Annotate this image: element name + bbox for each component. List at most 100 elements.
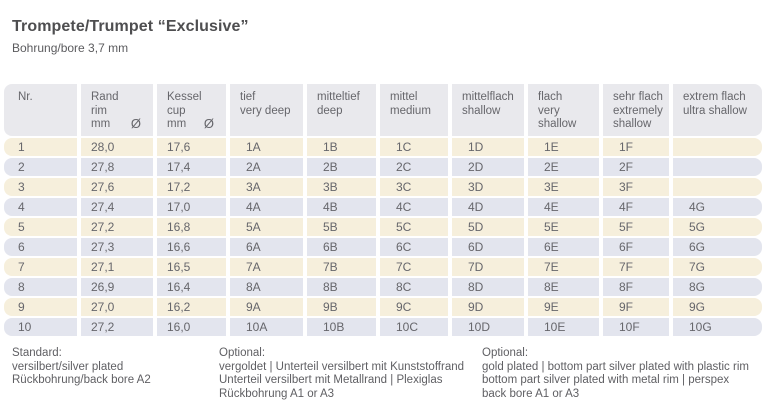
table-row: 3 27,6 17,2 3A 3B 3C 3D 3E 3F: [4, 177, 762, 196]
table-cell: 27,1: [81, 257, 153, 276]
table-cell: 7D: [452, 257, 524, 276]
col-header-mitteltief: mitteltief deep: [307, 84, 376, 136]
table-cell: 4F: [603, 197, 669, 216]
header-line: deep: [317, 104, 343, 117]
footnote-line: versilbert/silver plated: [12, 360, 124, 373]
header-line: shallow: [613, 118, 652, 130]
col-header-sehr-flach: sehr flach extremely shallow: [603, 84, 669, 136]
table-cell: 16,2: [157, 297, 226, 316]
diameter-icon: Ø: [203, 116, 214, 131]
footnote-line: Rückbohrung A1 or A3: [219, 387, 335, 400]
table-cell: 10G: [673, 317, 762, 336]
table-cell: 8G: [673, 277, 762, 296]
table-cell: 6A: [230, 237, 303, 256]
table-cell: 17,4: [157, 157, 226, 176]
table-cell: 16,5: [157, 257, 226, 276]
header-line: medium: [390, 104, 431, 117]
table-cell: 6F: [603, 237, 669, 256]
col-header-nr: Nr.: [4, 84, 77, 136]
page-subtitle: Bohrung/bore 3,7 mm: [12, 41, 129, 55]
table-cell: 8F: [603, 277, 669, 296]
table-cell: 27,8: [81, 157, 153, 176]
table-row: 1 28,0 17,6 1A 1B 1C 1D 1E 1F: [4, 137, 762, 156]
table-header: Nr. Rand rim mm Ø Kessel cup mm Ø tief v…: [4, 84, 762, 136]
col-header-flach: flach very shallow: [528, 84, 599, 136]
table-cell: 1D: [452, 137, 524, 156]
footnote-title: Optional:: [482, 347, 529, 359]
table-cell: 1F: [603, 137, 669, 156]
table-row: 5 27,2 16,8 5A 5B 5C 5D 5E 5F 5G: [4, 217, 762, 236]
table-cell: 1B: [307, 137, 376, 156]
table-cell: 9: [4, 297, 77, 316]
table-cell: 5E: [528, 217, 599, 236]
footnote-line: back bore A1 or A3: [482, 387, 580, 400]
header-line: very shallow: [538, 104, 577, 131]
table-cell: [673, 137, 762, 156]
table-cell: 8B: [307, 277, 376, 296]
table-cell: 4C: [380, 197, 448, 216]
header-line: Rand: [91, 91, 119, 103]
table-cell: 5C: [380, 217, 448, 236]
header-line: tief: [240, 91, 256, 103]
table-cell: 1E: [528, 137, 599, 156]
table-cell: 10C: [380, 317, 448, 336]
table-cell: 8D: [452, 277, 524, 296]
footnote-optional-english: Optional: gold plated | bottom part silv…: [482, 347, 749, 401]
table-cell: 6: [4, 237, 77, 256]
table-cell: 7F: [603, 257, 669, 276]
table-cell: 6B: [307, 237, 376, 256]
table-cell: 4B: [307, 197, 376, 216]
table-cell: 9E: [528, 297, 599, 316]
col-header-extrem-flach: extrem flach ultra shallow: [673, 84, 762, 136]
table-cell: 7: [4, 257, 77, 276]
table-cell: 6E: [528, 237, 599, 256]
table-cell: 27,0: [81, 297, 153, 316]
table-cell: 27,4: [81, 197, 153, 216]
col-header-kessel: Kessel cup mm Ø: [157, 84, 226, 136]
footnote-optional-german: Optional: vergoldet | Unterteil versilbe…: [219, 347, 464, 401]
table-cell: 5: [4, 217, 77, 236]
table-cell: 8E: [528, 277, 599, 296]
table-cell: 10E: [528, 317, 599, 336]
table-cell: 2E: [528, 157, 599, 176]
header-line: mm: [167, 118, 187, 130]
table-cell: 2C: [380, 157, 448, 176]
table-row: 6 27,3 16,6 6A 6B 6C 6D 6E 6F 6G: [4, 237, 762, 256]
table-cell: 1A: [230, 137, 303, 156]
table-cell: 7E: [528, 257, 599, 276]
table-row: 10 27,2 16,0 10A 10B 10C 10D 10E 10F 10G: [4, 317, 762, 336]
table-cell: 17,6: [157, 137, 226, 156]
table-cell: 16,0: [157, 317, 226, 336]
table-cell: 4G: [673, 197, 762, 216]
table-cell: 5G: [673, 217, 762, 236]
table-cell: 6G: [673, 237, 762, 256]
header-line: shallow: [462, 104, 501, 117]
header-line: mittelflach: [462, 91, 514, 103]
table-cell: 10F: [603, 317, 669, 336]
table-row: 4 27,4 17,0 4A 4B 4C 4D 4E 4F 4G: [4, 197, 762, 216]
header-line: Kessel: [167, 91, 202, 103]
table-cell: 3E: [528, 177, 599, 196]
header-line: mittel: [390, 91, 418, 103]
footnotes: Standard: versilbert/silver plated Rückb…: [0, 347, 771, 407]
header-line: very deep: [240, 104, 291, 117]
table-cell: 10A: [230, 317, 303, 336]
table-cell: 4D: [452, 197, 524, 216]
table-cell: 6D: [452, 237, 524, 256]
table-cell: 9A: [230, 297, 303, 316]
table-cell: 8A: [230, 277, 303, 296]
table-cell: 27,6: [81, 177, 153, 196]
table-cell: 4: [4, 197, 77, 216]
table-cell: 5D: [452, 217, 524, 236]
table-cell: 16,4: [157, 277, 226, 296]
table-cell: 10D: [452, 317, 524, 336]
table-cell: 7G: [673, 257, 762, 276]
table-cell: 17,2: [157, 177, 226, 196]
footnote-line: Unterteil versilbert mit Metallrand | Pl…: [219, 374, 443, 386]
table-cell: 5B: [307, 217, 376, 236]
table-cell: 1: [4, 137, 77, 156]
header-line: mm: [91, 118, 111, 130]
table-cell: 8: [4, 277, 77, 296]
table-cell: 1C: [380, 137, 448, 156]
